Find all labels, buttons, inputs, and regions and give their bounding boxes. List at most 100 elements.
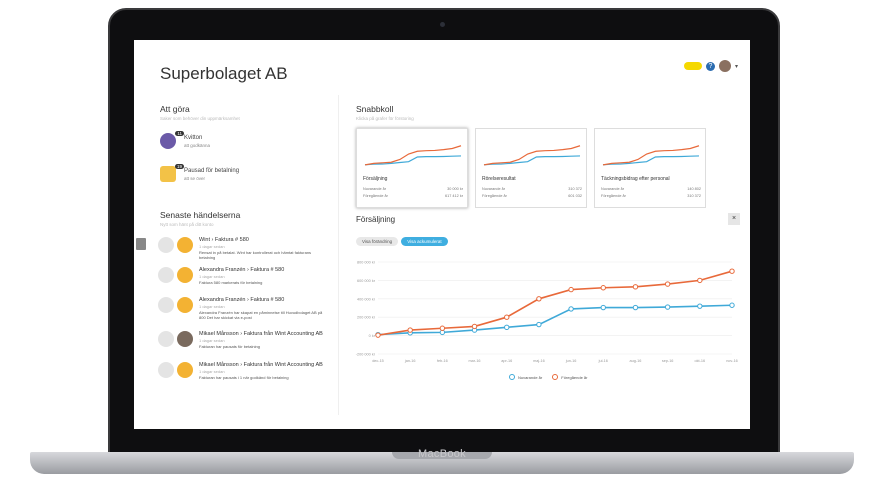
card-row: Föregående år 310 372: [601, 194, 701, 198]
event-item[interactable]: Mikael Månsson › Faktura från Wint Accou…: [158, 331, 324, 349]
quick-title: Snabbkoll: [356, 104, 394, 114]
column-divider: [338, 95, 339, 415]
todo-label: Kvitton: [184, 134, 203, 141]
todo-sub: att godkänna: [184, 142, 211, 148]
mini-series-line: [483, 145, 581, 166]
data-point: [600, 304, 606, 311]
event-title: Mikael Månsson › Faktura från Wint Accou…: [199, 331, 323, 337]
collapse-tab[interactable]: [136, 238, 146, 250]
toggle-accumulated-button[interactable]: Visa ackumulerat: [401, 237, 448, 246]
x-tick-label: dec-15: [372, 359, 384, 363]
avatar: [177, 331, 193, 347]
card-row-value: 30 000 kr: [447, 187, 463, 191]
event-title: Mikael Månsson › Faktura från Wint Accou…: [199, 362, 323, 368]
event-desc: Alexandra Franzén har skapat en påminnel…: [199, 310, 323, 320]
card-row-label: Nuvarande år: [363, 187, 387, 191]
data-point: [504, 324, 510, 331]
event-desc: Faktura 580 markerats för betalning: [199, 280, 263, 285]
data-point: [504, 314, 510, 320]
event-time: 1 dagar sedan: [199, 338, 225, 343]
mini-series-line: [364, 145, 462, 166]
legend-label: Nuvarande år: [518, 374, 543, 380]
event-item[interactable]: Alexandra Franzén › Faktura # 580 1 daga…: [158, 297, 324, 320]
sales-title: Försäljning: [356, 215, 396, 224]
card-name: Täckningsbidrag efter personal: [601, 176, 670, 182]
quick-card-sales[interactable]: Försäljning Nuvarande år 30 000 kr Föregå…: [356, 128, 468, 208]
help-icon[interactable]: ?: [705, 61, 715, 71]
x-tick-label: nov-16: [726, 359, 738, 363]
x-tick-label: mar-16: [469, 359, 481, 363]
mini-series-line: [483, 155, 581, 166]
avatar[interactable]: [718, 60, 731, 72]
data-point: [697, 303, 703, 309]
card-name: Rörelseresultat: [482, 176, 516, 182]
card-row: Nuvarande år 30 000 kr: [363, 187, 463, 191]
data-point: [568, 306, 574, 312]
document-icon: [158, 237, 174, 253]
x-tick-label: feb-16: [437, 359, 448, 363]
x-tick-label: jan-16: [404, 359, 416, 363]
series-line: [377, 270, 733, 336]
mini-series-line: [364, 155, 462, 166]
notification-pill[interactable]: [683, 62, 702, 70]
event-title: Alexandra Franzén › Faktura # 580: [199, 267, 285, 273]
y-tick-label: 600 000 kr: [357, 279, 376, 283]
data-point: [664, 304, 671, 310]
x-tick-label: jul-16: [598, 359, 608, 363]
event-title: Alexandra Franzén › Faktura # 580: [199, 297, 285, 303]
event-item[interactable]: Alexandra Franzén › Faktura # 580 1 daga…: [158, 267, 324, 285]
mini-chart: [483, 145, 581, 166]
chart-legend: Nuvarande år Föregående år: [509, 374, 588, 380]
x-tick-label: jun-16: [565, 359, 577, 363]
avatar: [177, 297, 193, 313]
data-point: [664, 281, 671, 287]
screen: Superbolaget AB ? ▾ Att göra Saker som b…: [134, 40, 750, 429]
data-point: [568, 286, 574, 293]
y-tick-label: 800 000 kr: [357, 261, 376, 265]
document-icon: [158, 331, 174, 347]
legend-item[interactable]: Föregående år: [552, 374, 588, 380]
data-point: [407, 327, 413, 333]
data-point: [375, 332, 381, 338]
avatar: [177, 267, 193, 283]
document-icon: [158, 362, 174, 378]
toggle-change-button[interactable]: Visa förändring: [356, 237, 399, 246]
avatar: [177, 362, 193, 378]
event-title: Wint › Faktura # 580: [199, 237, 249, 243]
x-tick-label: apr-16: [501, 359, 512, 363]
data-point: [729, 268, 735, 274]
card-row: Föregående år 617 412 kr: [363, 194, 463, 198]
data-point: [632, 284, 639, 290]
quick-card-result[interactable]: Rörelseresultat Nuvarande år 310 372 Före…: [475, 128, 587, 208]
mini-chart: [364, 145, 462, 166]
quick-card-margin[interactable]: Täckningsbidrag efter personal Nuvarande…: [594, 128, 706, 208]
card-row-label: Föregående år: [601, 194, 626, 198]
card-row-label: Föregående år: [482, 194, 507, 198]
todo-item-paused[interactable]: 19 Pausad för betalning att se över: [160, 164, 239, 182]
document-icon: [158, 267, 174, 283]
legend-item[interactable]: Nuvarande år: [509, 374, 542, 380]
events-title: Senaste händelserna: [160, 210, 241, 220]
event-desc: Rensat in på betalat. Wint har kontrolle…: [199, 250, 312, 260]
data-point: [600, 285, 606, 291]
data-point: [536, 296, 542, 302]
card-row-label: Nuvarande år: [601, 187, 625, 191]
chevron-down-icon[interactable]: ▾: [734, 63, 738, 70]
y-tick-label: 0 kr: [369, 334, 376, 338]
event-time: 1 dagar sedan: [199, 304, 225, 309]
event-time: 1 dagar sedan: [199, 274, 225, 279]
card-row-value: 140 802: [687, 187, 701, 191]
mini-series-line: [602, 155, 700, 166]
laptop-base: [30, 452, 854, 474]
card-row-value: 617 412 kr: [445, 194, 463, 198]
avatar: [177, 237, 193, 253]
mini-series-line: [602, 145, 700, 166]
event-item[interactable]: Wint › Faktura # 580 1 dagar sedan Rensa…: [158, 237, 324, 260]
quick-subtitle: Klicka på grafer för förstoring: [356, 116, 414, 121]
event-time: 1 dagar sedan: [199, 369, 225, 374]
event-item[interactable]: Mikael Månsson › Faktura från Wint Accou…: [158, 362, 324, 380]
card-row-value: 310 372: [687, 194, 701, 198]
close-icon[interactable]: ×: [728, 213, 740, 225]
x-tick-label: sep-16: [662, 359, 674, 363]
todo-item-kvitton[interactable]: 11 Kvitton att godkänna: [160, 131, 211, 149]
